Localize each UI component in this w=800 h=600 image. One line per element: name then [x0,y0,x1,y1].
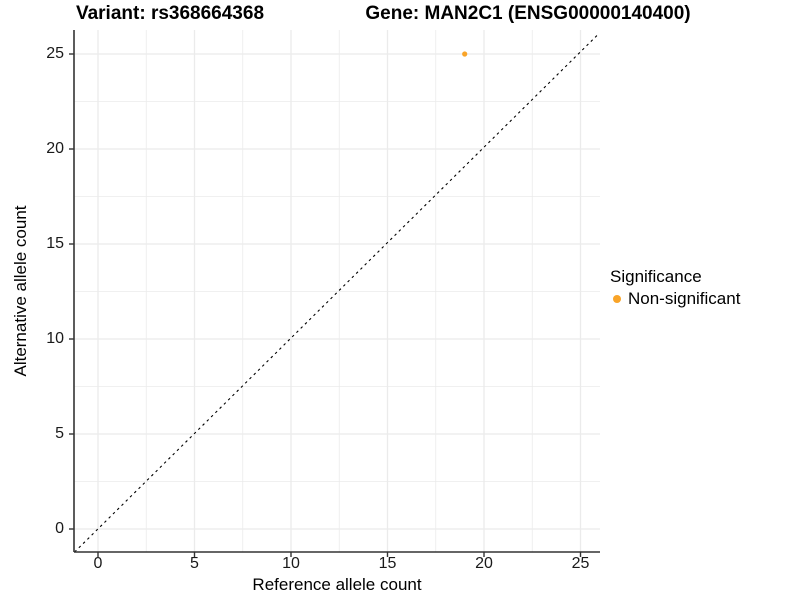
x-tick-label: 0 [93,555,103,572]
y-tick-label: 15 [46,235,64,252]
legend-key-dot-icon [613,295,621,303]
y-tick-label: 0 [55,520,64,537]
identity-dashed-line [74,33,600,553]
legend-item: Non-significant [610,288,740,310]
y-axis-label: Alternative allele count [11,205,30,377]
variant-title: Variant: rs368664368 [75,3,265,24]
y-tick-label: 25 [46,45,64,62]
x-tick-label: 15 [378,555,397,572]
legend-items: Non-significant [610,288,740,310]
legend: Significance Non-significant [610,266,740,310]
gene-title: Gene: MAN2C1 (ENSG00000140400) [365,3,691,24]
legend-title: Significance [610,267,702,286]
x-axis-label: Reference allele count [252,575,422,594]
y-tick-label: 5 [55,425,64,442]
data-point [462,51,468,57]
x-tick-label: 10 [282,555,300,572]
y-tick-label: 10 [46,330,64,347]
x-tick-label: 20 [475,555,493,572]
x-tick-label: 5 [190,555,199,572]
legend-item-label: Non-significant [628,289,741,308]
x-tick-label: 25 [571,555,590,572]
y-tick-label: 20 [46,140,64,157]
